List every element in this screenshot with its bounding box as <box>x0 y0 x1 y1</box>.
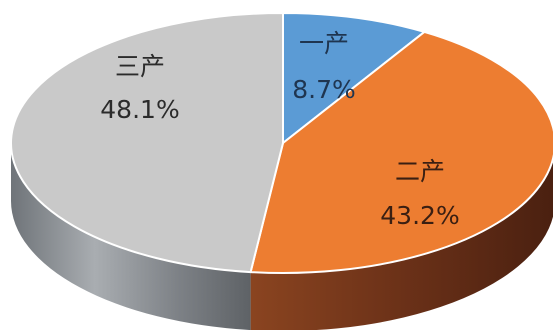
pie-slice-2 <box>10 12 284 274</box>
slice-value-1: 43.2% <box>380 201 459 230</box>
slice-label-2: 三产 <box>115 52 165 81</box>
pie-side-2-0 <box>11 143 251 330</box>
pie-slice-1 <box>249 30 553 274</box>
slice-label-0: 一产 <box>299 29 349 58</box>
slice-value-2: 48.1% <box>100 95 179 124</box>
pie-slice-0 <box>282 12 426 144</box>
slice-label-1: 二产 <box>395 157 445 186</box>
pie-side-1-0 <box>250 158 553 330</box>
slice-value-0: 8.7% <box>292 75 356 104</box>
